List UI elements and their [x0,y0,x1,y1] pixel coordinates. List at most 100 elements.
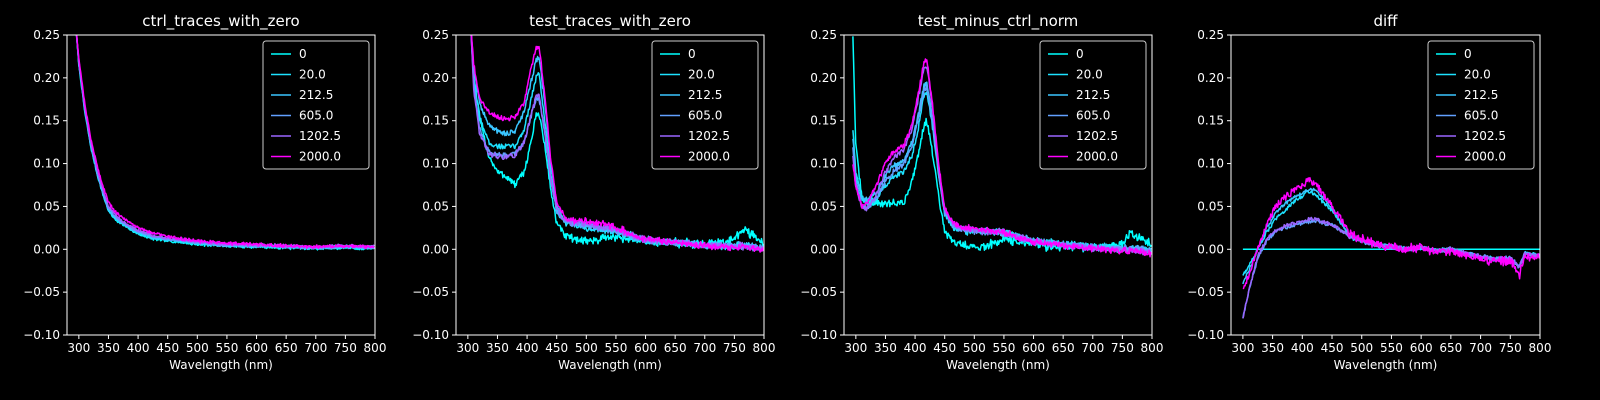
y-tick-label: 0.00 [422,242,449,256]
y-tick-label: 0.05 [422,199,449,213]
chart-title: test_minus_ctrl_norm [918,12,1079,31]
plot-frame [843,34,1153,336]
y-tick-label: 0.20 [33,71,60,85]
y-tick-label: −0.05 [1187,285,1224,299]
y-tick-label: −0.10 [412,328,449,342]
x-tick-label: 400 [904,341,927,355]
legend-label: 1202.5 [1076,129,1118,143]
y-tick-label: 0.25 [810,28,837,42]
chart-title: test_traces_with_zero [529,12,691,31]
chart-panel: 300 350 400 450 500 550 600 650 700 750 800 −0.10 −0… [23,12,386,372]
legend-label: 0 [299,47,307,61]
x-tick-label: 700 [693,341,716,355]
y-tick-label: 0.10 [810,157,837,171]
legend: 0 20.0 212.5 605.0 1202.5 2000.0 [262,40,370,170]
plot-frame [1230,34,1541,336]
y-tick-label: −0.05 [23,285,60,299]
series-group [852,36,1152,258]
x-tick-label: 800 [1141,341,1164,355]
y-tick-label: 0.10 [33,157,60,171]
legend-label: 2000.0 [299,150,341,164]
legend-label: 605.0 [1076,109,1110,123]
x-tick-label: 500 [575,341,598,355]
x-tick-label: 300 [67,341,90,355]
x-tick-label: 350 [874,341,897,355]
x-tick-label: 500 [1350,341,1373,355]
legend-label: 212.5 [688,88,722,102]
x-tick-label: 650 [1052,341,1075,355]
x-tick-label: 650 [664,341,687,355]
legend-label: 20.0 [299,68,326,82]
x-tick-label: 500 [186,341,209,355]
y-tick-label: 0.20 [1197,71,1224,85]
chart-panel: 300 350 400 450 500 550 600 650 700 750 800 −0.10 −0… [412,12,775,372]
x-tick-label: 600 [245,341,268,355]
legend-label: 20.0 [1076,68,1103,82]
x-tick-label: 550 [1380,341,1403,355]
y-tick-label: 0.25 [422,28,449,42]
chart-panels: 300 350 400 450 500 550 600 650 700 750 800 −0.10 −0… [23,12,1551,372]
chart-panel: 300 350 400 450 500 550 600 650 700 750 800 −0.10 −0… [1187,12,1551,372]
series-line [75,35,375,250]
x-tick-label: 550 [215,341,238,355]
legend-label: 0 [1464,47,1472,61]
x-tick-label: 400 [1291,341,1314,355]
legend-label: 212.5 [299,88,333,102]
x-tick-label: 400 [127,341,150,355]
legend-box [1427,40,1535,170]
x-tick-label: 750 [723,341,746,355]
y-tick-label: 0.15 [33,114,60,128]
x-tick-label: 600 [1410,341,1433,355]
legend-label: 212.5 [1076,88,1110,102]
y-tick-label: 0.10 [422,157,449,171]
legend-label: 2000.0 [688,150,730,164]
x-tick-label: 550 [604,341,627,355]
x-tick-label: 450 [156,341,179,355]
x-tick-label: 300 [1231,341,1254,355]
x-tick-label: 600 [634,341,657,355]
x-tick-label: 700 [304,341,327,355]
series-line [1242,177,1540,290]
y-tick-label: 0.00 [1197,242,1224,256]
legend-label: 0 [1076,47,1084,61]
legend-label: 20.0 [1464,68,1491,82]
x-tick-label: 700 [1469,341,1492,355]
legend-box [1039,40,1147,170]
x-tick-label: 350 [1261,341,1284,355]
y-tick-label: 0.00 [810,242,837,256]
series-line [852,58,1152,258]
x-axis-label: Wavelength (nm) [946,358,1050,372]
legend-label: 605.0 [688,109,722,123]
y-tick-label: 0.05 [1197,199,1224,213]
x-tick-label: 400 [516,341,539,355]
plot-frame [455,34,765,336]
y-tick-label: 0.15 [810,114,837,128]
y-tick-label: 0.25 [33,28,60,42]
chart-title: diff [1373,12,1398,30]
y-tick-label: −0.05 [800,285,837,299]
y-tick-label: 0.05 [33,199,60,213]
x-axis-label: Wavelength (nm) [1334,358,1438,372]
x-tick-label: 650 [1439,341,1462,355]
series-group [470,35,764,253]
x-tick-label: 700 [1081,341,1104,355]
series-group [1242,177,1540,319]
legend-label: 2000.0 [1076,150,1118,164]
legend-label: 212.5 [1464,88,1498,102]
legend-box [262,40,370,170]
y-tick-label: −0.10 [800,328,837,342]
x-tick-label: 450 [1321,341,1344,355]
x-tick-label: 800 [1529,341,1552,355]
chart-panel: 300 350 400 450 500 550 600 650 700 750 800 −0.10 −0… [800,12,1163,372]
legend-label: 605.0 [1464,109,1498,123]
legend-label: 1202.5 [688,129,730,143]
x-tick-label: 450 [545,341,568,355]
legend-label: 1202.5 [299,129,341,143]
x-tick-label: 550 [992,341,1015,355]
x-tick-label: 350 [97,341,120,355]
y-tick-label: 0.25 [1197,28,1224,42]
x-tick-label: 750 [1111,341,1134,355]
legend-box [651,40,759,170]
series-group [75,35,375,251]
